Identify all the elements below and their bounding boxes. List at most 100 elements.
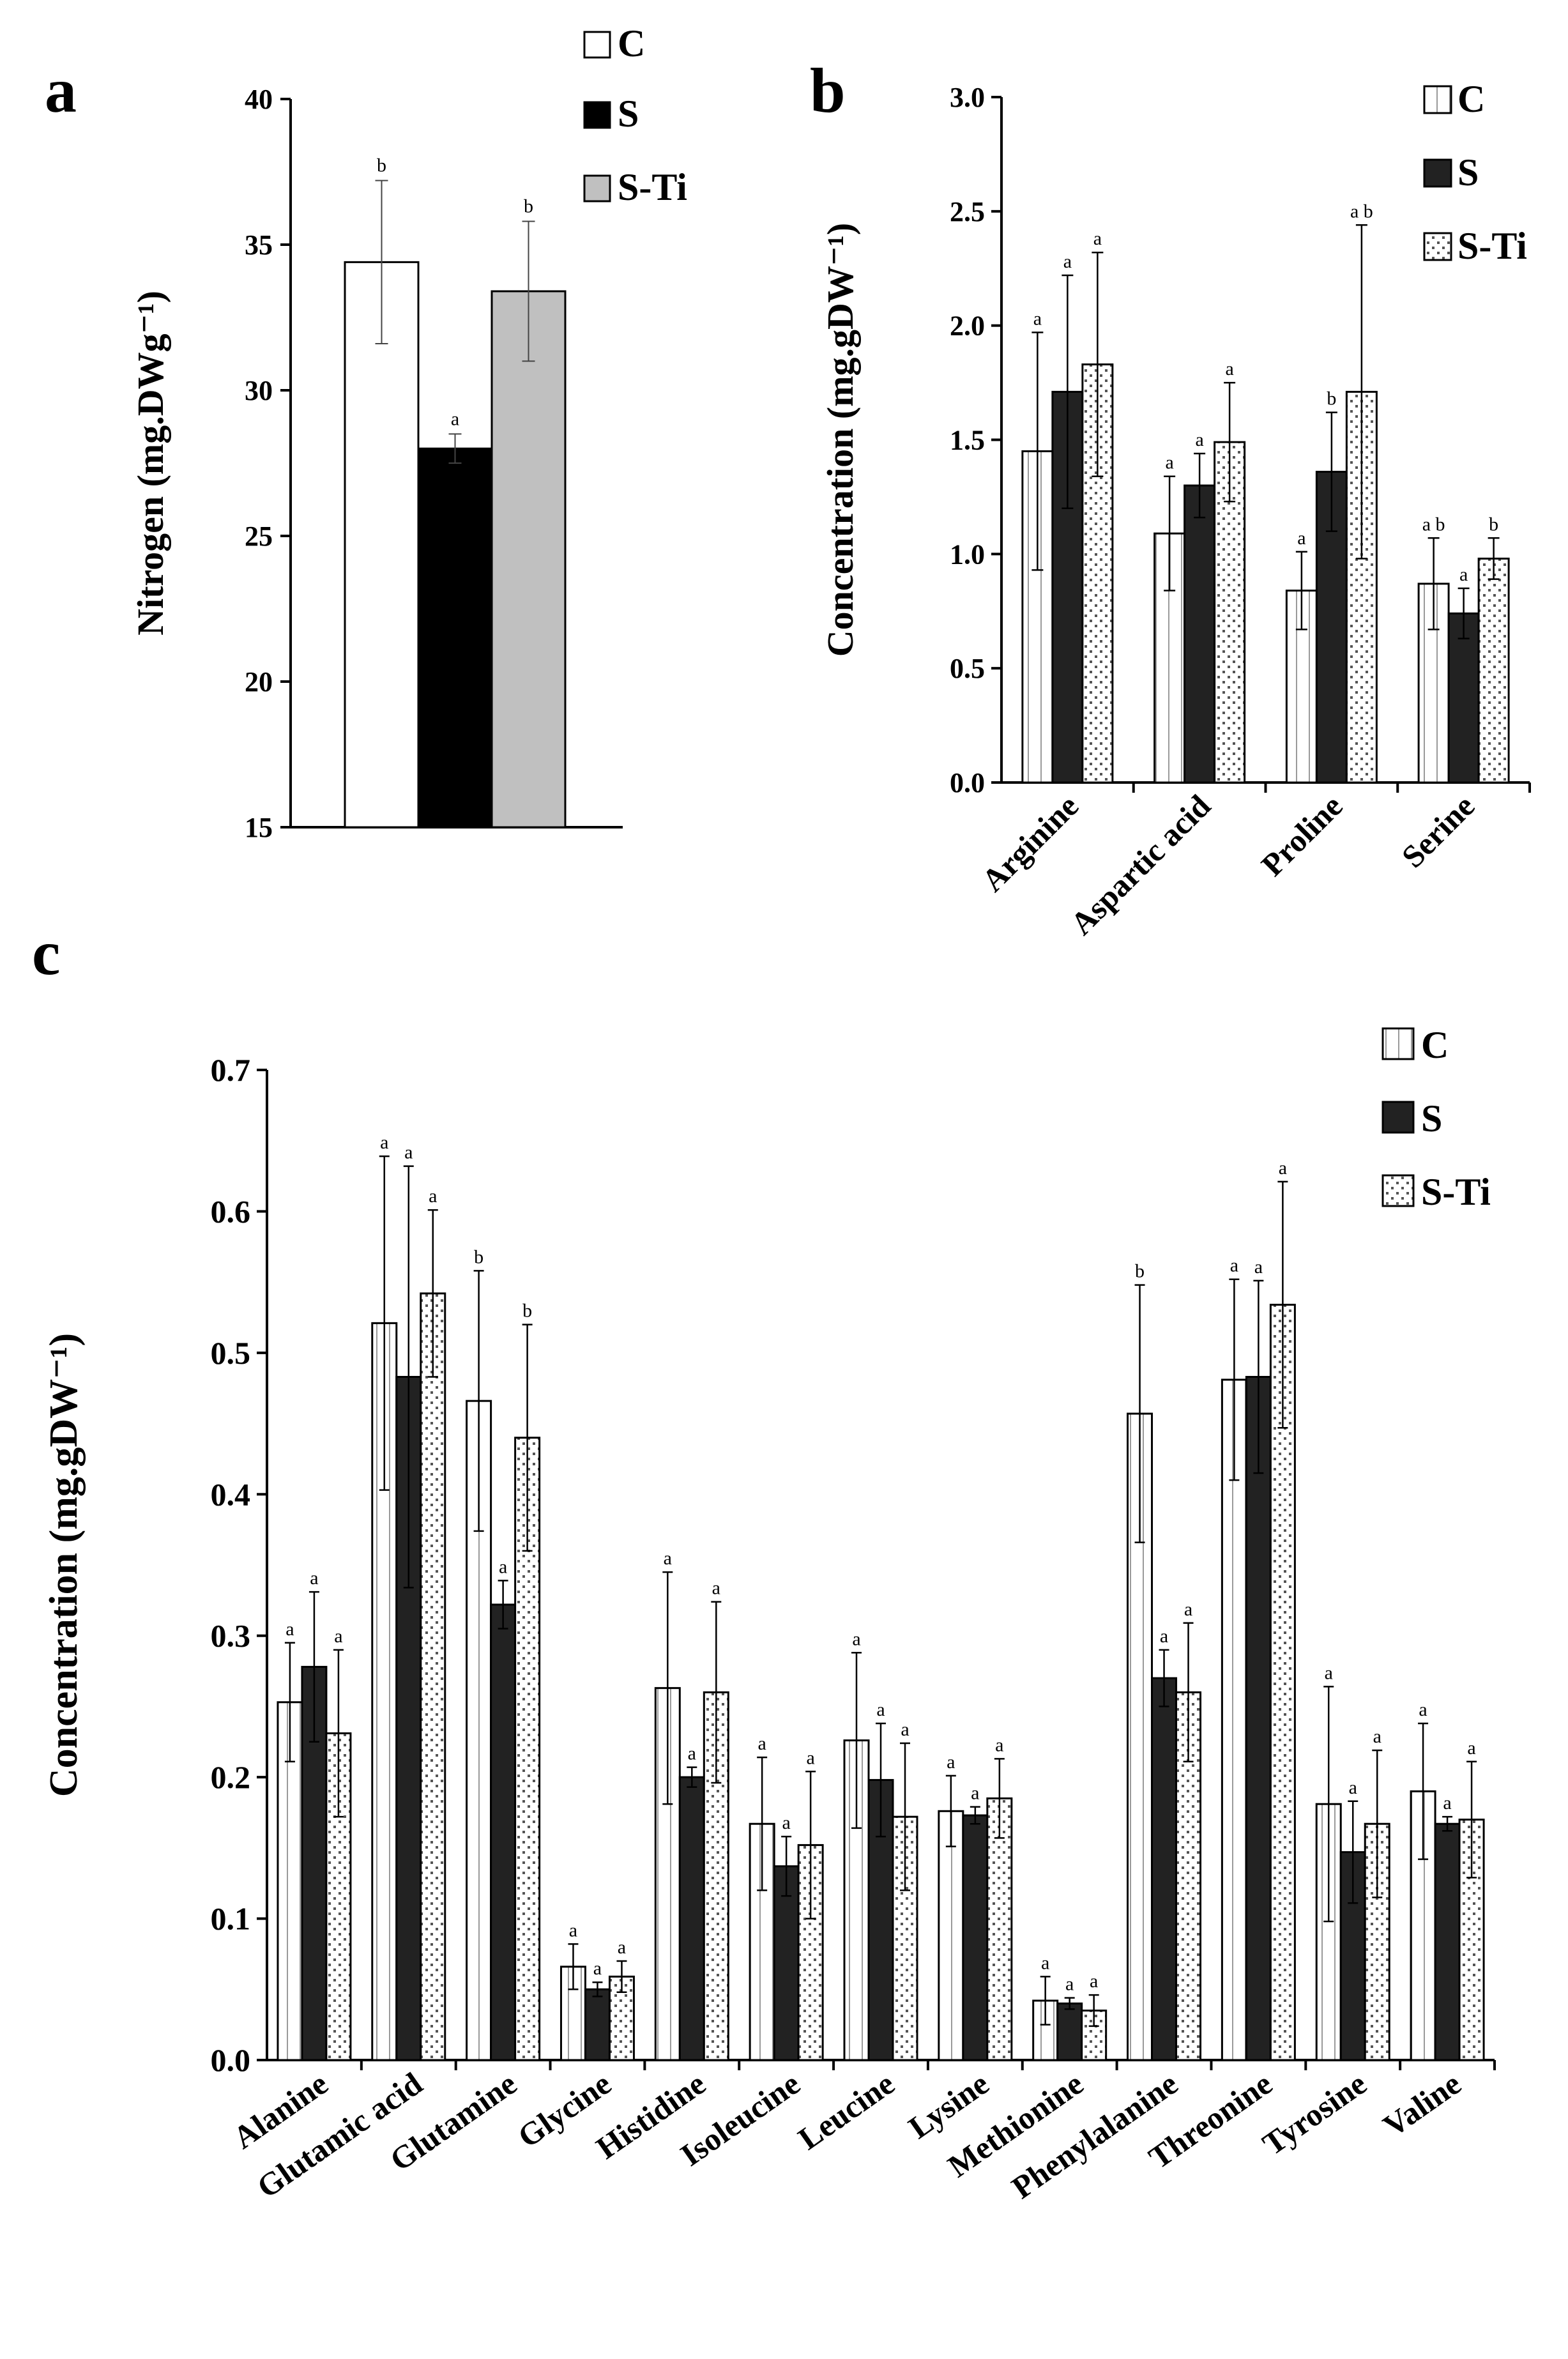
- panel-c-y-tick-label: 0.2: [211, 1759, 251, 1795]
- panel-b-significance-label: a: [1225, 358, 1233, 379]
- panel-b-y-tick-label: 0.5: [950, 653, 985, 684]
- panel-c-significance-label: a: [876, 1699, 885, 1720]
- panel-c-significance-label: a: [688, 1743, 696, 1764]
- panel-a-bar: [344, 261, 420, 828]
- panel-c-significance-label: a: [1254, 1256, 1263, 1278]
- panel-c-significance-label: a: [1325, 1662, 1333, 1683]
- panel-c-legend-label: C: [1421, 1024, 1449, 1066]
- panel-c-bar: [773, 1865, 800, 2061]
- panel-c-y-tick-label: 0.3: [211, 1618, 251, 1654]
- panel-b-significance-label: a: [1165, 452, 1173, 473]
- panel-b-significance-label: a: [1459, 564, 1468, 585]
- panel-b-significance-label: a b: [1350, 201, 1373, 222]
- panel-a-y-tick-label: 35: [245, 229, 273, 261]
- panel-b-legend-swatch: [1423, 232, 1452, 261]
- panel-b-significance-label: a: [1195, 429, 1203, 450]
- panel-c-bar: [1151, 1677, 1178, 2061]
- panel-b-category-label: Arginine: [975, 788, 1085, 898]
- panel-c-y-tick-label: 0.4: [211, 1476, 251, 1512]
- panel-c-significance-label: a: [618, 1937, 626, 1958]
- panel-b-y-tick-label: 1.0: [950, 538, 985, 570]
- panel-c-y-tick-label: 0.6: [211, 1193, 251, 1229]
- panel-b-significance-label: a: [1093, 228, 1102, 249]
- panel-c-significance-label: b: [474, 1246, 483, 1267]
- panel-c-y-axis-title: Concentration (mg.gDW⁻¹): [42, 1333, 86, 1797]
- panel-c-significance-label: a: [1160, 1626, 1168, 1647]
- panel-a-bar: [417, 447, 493, 828]
- panel-c-significance-label: a: [1443, 1792, 1451, 1813]
- panel-c-bar: [1434, 1822, 1461, 2061]
- panel-b-y-tick-label: 3.0: [950, 82, 985, 113]
- panel-c-significance-label: a: [782, 1812, 790, 1833]
- panel-b-letter: b: [810, 55, 846, 126]
- panel-c-significance-label: a: [310, 1568, 318, 1589]
- panel-c-significance-label: a: [757, 1733, 766, 1754]
- panel-c-significance-label: a: [1041, 1952, 1049, 1973]
- panel-a-letter: a: [45, 55, 77, 126]
- panel-c-significance-label: a: [664, 1548, 672, 1569]
- panel-b-legend-swatch: [1423, 158, 1452, 188]
- panel-c-bar: [703, 1691, 729, 2061]
- panel-a-legend-swatch: [583, 174, 611, 202]
- panel-a-significance-label: b: [524, 196, 533, 217]
- panel-a-y-tick-label: 20: [245, 666, 273, 698]
- panel-c-significance-label: a: [1419, 1699, 1427, 1720]
- panel-b-bar: [1477, 557, 1510, 784]
- panel-b-significance-label: a: [1297, 528, 1305, 549]
- panel-c-legend-label: S-Ti: [1421, 1171, 1491, 1213]
- panel-c-significance-label: a: [852, 1628, 860, 1649]
- panel-c-legend-swatch: [1382, 1101, 1415, 1134]
- panel-b-category-label: Serine: [1395, 788, 1482, 874]
- panel-c-significance-label: a: [1373, 1726, 1382, 1747]
- panel-c-legend-swatch: [1382, 1174, 1415, 1207]
- panel-c-significance-label: a: [593, 1958, 602, 1979]
- panel-c-bar: [1056, 2002, 1083, 2061]
- panel-c-significance-label: a: [901, 1719, 909, 1740]
- panel-c-significance-label: a: [1184, 1599, 1192, 1620]
- panel-c-bar: [986, 1797, 1013, 2061]
- panel-c-category-label: Valine: [1376, 2065, 1467, 2144]
- panel-c-significance-label: a: [1230, 1255, 1238, 1276]
- panel-c-bar: [1245, 1376, 1272, 2061]
- panel-c-significance-label: a: [712, 1578, 720, 1599]
- panel-c-significance-label: a: [1090, 1971, 1098, 1992]
- panel-c-bar: [584, 1988, 611, 2061]
- panel-b-significance-label: b: [1489, 514, 1498, 535]
- panel-a-y-axis-title: Nitrogen (mg.DWg⁻¹): [130, 291, 171, 636]
- panel-c-legend-label: S: [1421, 1097, 1442, 1140]
- panel-c-significance-label: b: [1135, 1261, 1145, 1282]
- panel-b-legend-label: S-Ti: [1458, 225, 1527, 267]
- panel-c-significance-label: a: [380, 1132, 388, 1153]
- panel-b-category-label: Proline: [1254, 788, 1350, 883]
- panel-c-bar: [490, 1603, 517, 2061]
- panel-c-y-tick-label: 0.7: [211, 1052, 251, 1088]
- panel-c-significance-label: a: [404, 1142, 413, 1163]
- panel-b-legend-label: S: [1458, 151, 1479, 194]
- panel-c-significance-label: a: [806, 1747, 814, 1768]
- panel-c-significance-label: a: [285, 1619, 294, 1640]
- panel-c-significance-label: a: [334, 1626, 342, 1647]
- panel-c-significance-label: a: [1467, 1737, 1475, 1759]
- panel-b-legend-swatch: [1423, 85, 1452, 114]
- panel-b-significance-label: a: [1033, 308, 1042, 329]
- panel-c-bar: [1032, 1999, 1059, 2061]
- panel-a-y-tick-label: 30: [245, 375, 273, 406]
- panel-b-y-tick-label: 0.0: [950, 767, 985, 798]
- panel-b-chart: 0.0 0.5 1.0 1.5 2.0 2.5 3.0 Concentration (mg.g…: [819, 78, 1531, 942]
- panel-b-y-tick-label: 2.5: [950, 196, 985, 227]
- panel-b-legend-label: C: [1458, 78, 1485, 120]
- panel-a-bar: [491, 290, 567, 828]
- panel-c-significance-label: a: [429, 1186, 437, 1207]
- panel-a-y-tick-label: 25: [245, 521, 273, 552]
- panel-a-significance-label: a: [451, 408, 459, 429]
- panel-a-chart: 15 20 25 30 35 40 Nitrogen (mg.DWg⁻¹) b a b CS S-Ti: [130, 22, 687, 843]
- panel-c-y-tick-label: 0.0: [211, 2042, 251, 2078]
- panel-b-significance-label: b: [1327, 388, 1336, 409]
- panel-b-significance-label: a: [1063, 251, 1072, 272]
- panel-c-y-tick-label: 0.5: [211, 1335, 251, 1371]
- panel-c-significance-label: a: [499, 1556, 507, 1577]
- panel-c-significance-label: a: [569, 1920, 577, 1941]
- panel-c-significance-label: a: [995, 1734, 1003, 1755]
- panel-a-legend-label: S-Ti: [618, 166, 687, 208]
